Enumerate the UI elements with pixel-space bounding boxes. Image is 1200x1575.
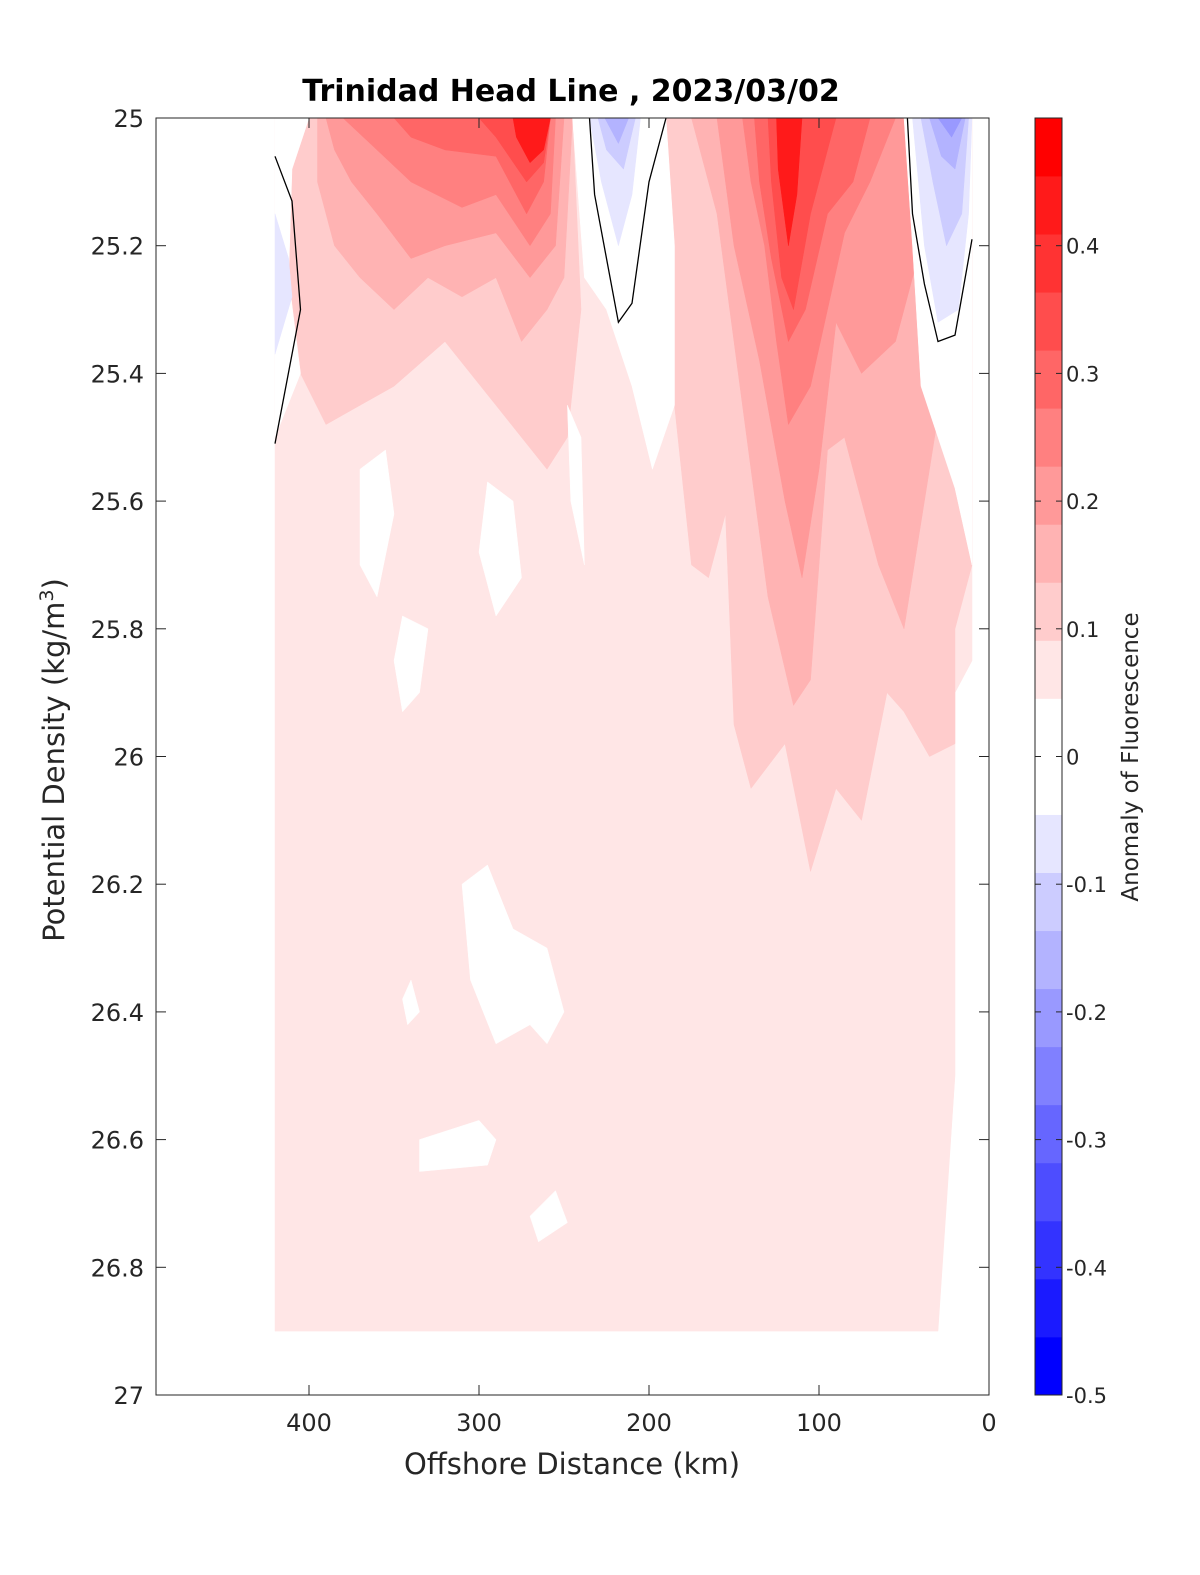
y-axis-label-close: ) [37, 578, 71, 589]
colorbar-segment [1035, 176, 1062, 235]
y-tick-label: 25.2 [91, 233, 144, 261]
y-axis-label-main: Potential Density (kg/m [37, 602, 71, 942]
colorbar-segment [1035, 350, 1062, 409]
colorbar-segment [1035, 814, 1062, 873]
contour-region-white-0-e [359, 449, 395, 598]
contour-region-blue-0.05-a [274, 213, 293, 355]
x-axis-ticks: 400 300 200 100 0 [286, 118, 997, 1437]
colorbar-tick-label: -0.3 [1066, 1129, 1107, 1153]
colorbar-segment [1035, 640, 1062, 699]
zero-contour-right [906, 117, 973, 343]
contour-region-white-0-k [402, 979, 420, 1026]
x-tick-label: 400 [286, 1409, 332, 1437]
y-tick-label: 26 [113, 744, 144, 772]
colorbar-segment [1035, 1336, 1062, 1396]
y-axis-label-superscript: 3 [36, 589, 58, 601]
y-tick-label: 26.8 [91, 1254, 144, 1282]
chart-title: Trinidad Head Line , 2023/03/02 [302, 74, 839, 109]
colorbar-tick-label: -0.5 [1066, 1384, 1107, 1408]
colorbar-segment [1035, 524, 1062, 583]
contour-region-white-0-i [529, 1190, 568, 1243]
colorbar-segment [1035, 292, 1062, 351]
y-axis-ticks: 25 25.2 25.4 25.6 25.8 26 26.2 26.4 26.6 26.8 27 [91, 105, 989, 1410]
x-tick-label: 200 [626, 1409, 672, 1437]
contour-region-white-0-h [419, 1120, 497, 1172]
colorbar-segment [1035, 118, 1062, 177]
contour-region-white-0-g [393, 615, 429, 713]
colorbar-tick-label: 0.4 [1066, 235, 1099, 259]
colorbar-segment [1035, 988, 1062, 1048]
x-axis-label: Offshore Distance (km) [404, 1447, 740, 1481]
zero-contours [274, 117, 973, 444]
colorbar-segment [1035, 582, 1062, 641]
colorbar-tick-label: 0.3 [1066, 362, 1099, 386]
colorbar-segment [1035, 1104, 1062, 1164]
contour-region-white-0-j [567, 405, 585, 565]
colorbar-segment [1035, 756, 1062, 815]
colorbar-segment [1035, 234, 1062, 293]
zero-contour-mid [588, 117, 667, 324]
y-tick-label: 25 [113, 105, 144, 133]
y-tick-label: 25.8 [91, 616, 144, 644]
colorbar-segment [1035, 1046, 1062, 1106]
x-tick-label: 0 [981, 1409, 996, 1437]
y-tick-label: 26.4 [91, 999, 144, 1027]
x-tick-label: 300 [456, 1409, 502, 1437]
x-tick-label: 100 [796, 1409, 842, 1437]
plot-area [274, 117, 973, 1332]
y-tick-label: 25.6 [91, 488, 144, 516]
colorbar-segment [1035, 1278, 1062, 1338]
y-axis-label: Potential Density (kg/m3) [36, 578, 71, 942]
colorbar-segment [1035, 930, 1062, 990]
colorbar-segment [1035, 466, 1062, 525]
colorbar-segment [1035, 698, 1062, 757]
contour-region-white-0-b [572, 117, 675, 471]
colorbar-tick-label: -0.4 [1066, 1256, 1107, 1280]
colorbar-tick-label: 0.1 [1066, 618, 1099, 642]
y-tick-label: 27 [113, 1382, 144, 1410]
colorbar-tick-label: 0.2 [1066, 490, 1099, 514]
colorbar-segment [1035, 408, 1062, 467]
y-tick-label: 25.4 [91, 360, 144, 388]
colorbar-tick-label: -0.1 [1066, 873, 1107, 897]
y-tick-label: 26.2 [91, 871, 144, 899]
zero-contour-left [274, 156, 302, 444]
colorbar-segment [1035, 1162, 1062, 1222]
colorbar-segment [1035, 1220, 1062, 1280]
colorbar: -0.5 -0.4 -0.3 -0.2 -0.1 0 0.1 0.2 0.3 0.4 [1034, 117, 1107, 1408]
colorbar-tick-label: 0 [1066, 746, 1079, 770]
colorbar-tick-label: -0.2 [1066, 1001, 1107, 1025]
colorbar-label: Anomaly of Fluorescence [1118, 612, 1144, 901]
colorbar-segment [1035, 872, 1062, 932]
contour-region-white-0-d [461, 864, 565, 1045]
y-tick-label: 26.6 [91, 1127, 144, 1155]
contour-region-white-0-f [478, 481, 522, 617]
